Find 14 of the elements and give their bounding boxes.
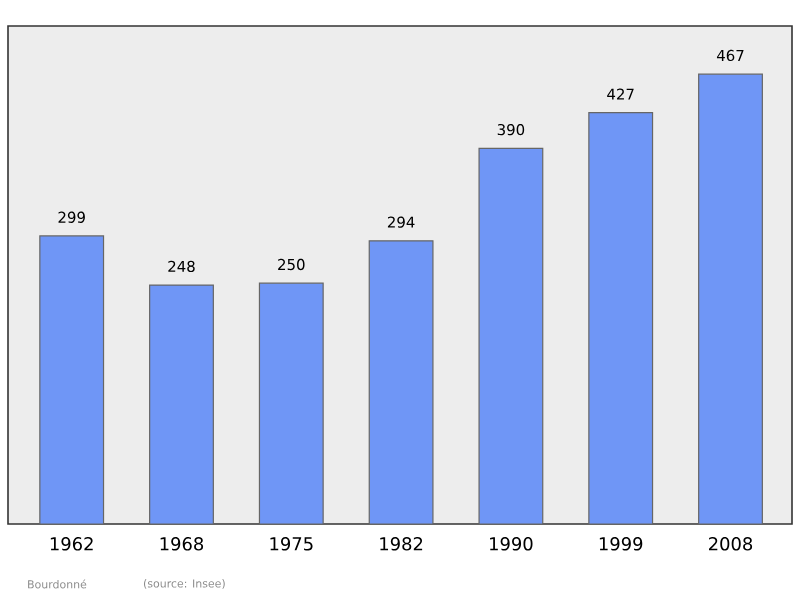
x-tick-label: 1999: [599, 537, 643, 551]
bar: [258, 282, 324, 525]
x-tick-label: 1975: [270, 537, 313, 551]
x-tick-label: 1990: [490, 537, 533, 551]
x-tick-label: 1962: [50, 537, 93, 551]
bar: [698, 73, 763, 525]
x-tick-label: 1982: [380, 537, 423, 551]
bar: [39, 235, 105, 525]
bar: [149, 284, 214, 525]
bar: [368, 240, 434, 525]
x-tick-label: 2008: [709, 537, 753, 551]
bar: [588, 112, 654, 525]
bar: [478, 147, 544, 525]
x-tick-label: 1968: [160, 537, 204, 551]
